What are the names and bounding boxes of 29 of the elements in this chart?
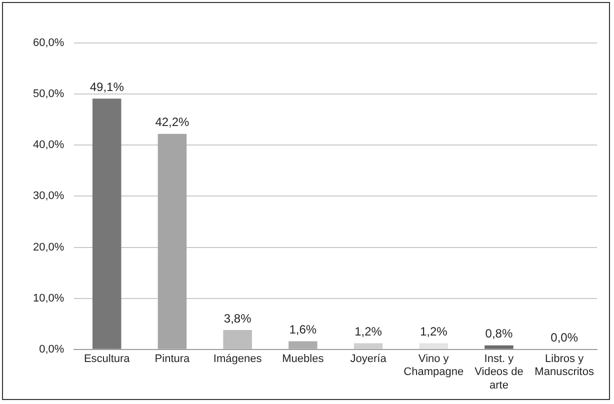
data-label: 1,2% xyxy=(420,324,448,339)
x-tick-label: Joyería xyxy=(350,353,388,366)
x-tick-label: Pintura xyxy=(154,353,191,366)
data-label: 0,8% xyxy=(485,326,513,341)
y-tick-label: 60,0% xyxy=(32,37,64,50)
data-label: 1,6% xyxy=(289,322,317,337)
bar xyxy=(288,341,318,349)
data-label: 49,1% xyxy=(90,80,124,94)
x-tick-label: Inst. y Videos de arte xyxy=(474,353,524,392)
bar xyxy=(223,330,252,349)
x-tick-label: Escultura xyxy=(84,353,131,366)
x-tick-label: Vino y Champagne xyxy=(404,353,464,378)
data-label: 0,0% xyxy=(550,330,578,345)
x-tick-label: Muebles xyxy=(282,353,324,366)
y-tick-label: 0,0% xyxy=(39,343,64,356)
bar xyxy=(354,343,383,349)
bar xyxy=(92,98,122,349)
bar xyxy=(419,343,448,349)
y-tick-label: 40,0% xyxy=(32,139,64,152)
y-tick-label: 20,0% xyxy=(32,241,64,254)
y-tick-label: 30,0% xyxy=(32,190,64,202)
y-tick-label: 50,0% xyxy=(32,88,64,100)
x-tick-label: Libros y Manuscritos xyxy=(534,353,594,378)
y-tick-label: 10,0% xyxy=(32,292,64,304)
data-label: 3,8% xyxy=(224,311,252,326)
x-tick-label: Imágenes xyxy=(213,353,262,366)
data-label: 42,2% xyxy=(155,115,190,130)
data-label: 1,2% xyxy=(354,324,382,339)
bar xyxy=(484,345,514,349)
